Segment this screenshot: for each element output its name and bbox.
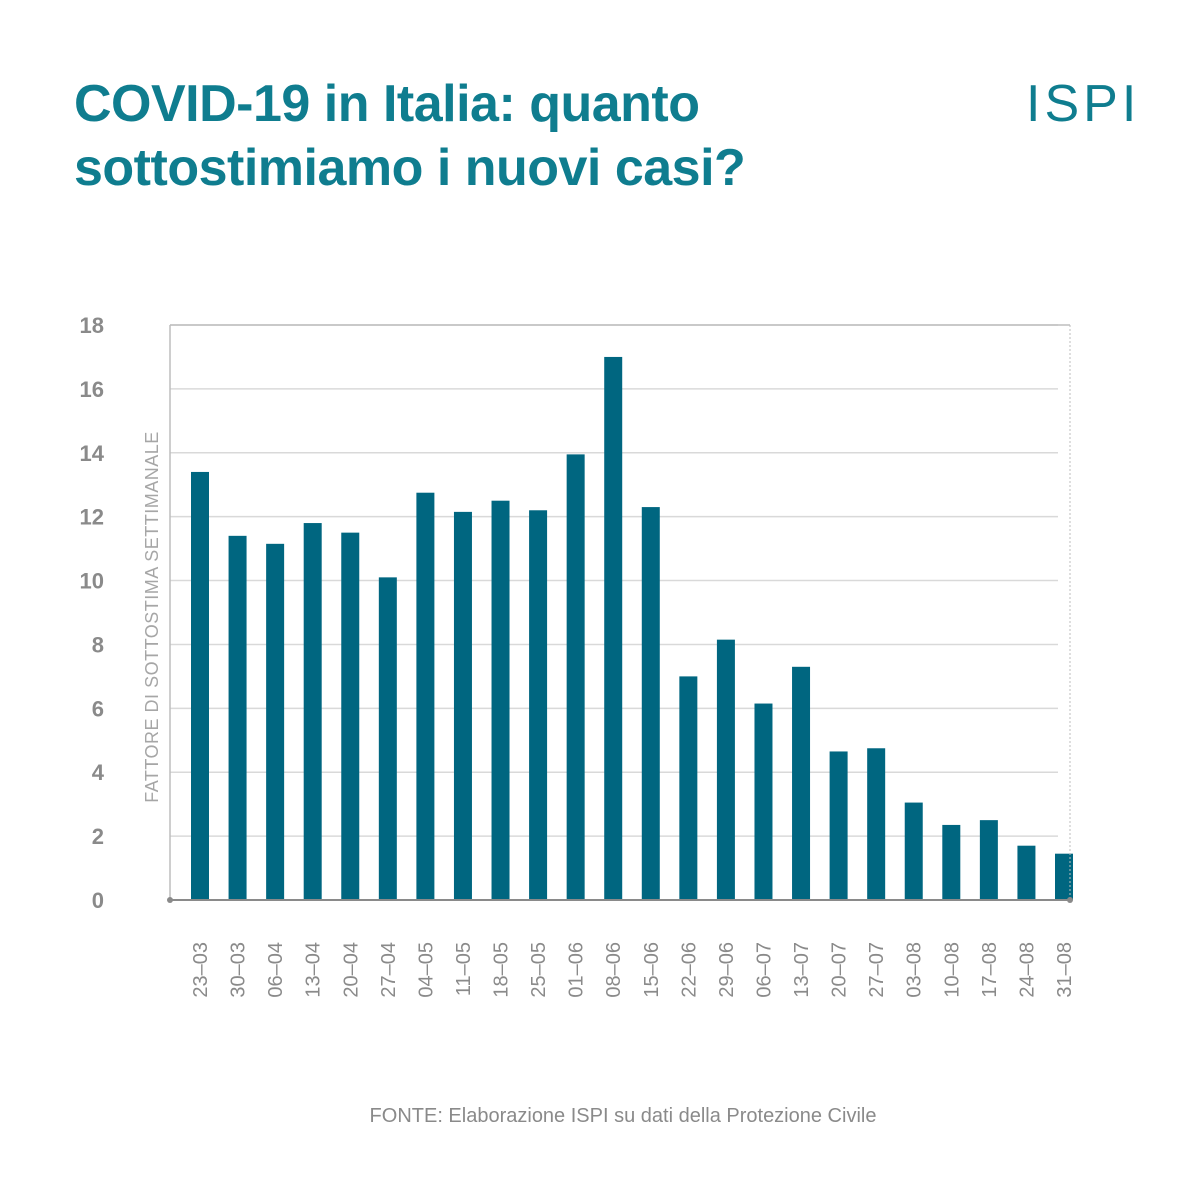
- bar: [453, 511, 472, 900]
- x-tick-label: 13–04: [303, 942, 325, 998]
- x-tick-label: 13–07: [791, 942, 813, 998]
- x-tick-label: 23–03: [190, 942, 212, 998]
- bar: [1055, 853, 1073, 900]
- x-tick-label: 29–06: [716, 942, 738, 998]
- y-tick-label: 18: [80, 313, 104, 338]
- x-tick-label: 03–08: [904, 942, 926, 998]
- y-tick-label: 12: [80, 505, 104, 530]
- y-tick-label: 10: [80, 569, 104, 594]
- x-tick-label: 04–05: [415, 942, 437, 998]
- x-tick-label: 22–06: [678, 942, 700, 998]
- x-tick-label: 06–07: [753, 942, 775, 998]
- bar: [303, 523, 322, 900]
- bar: [378, 577, 397, 900]
- x-tick-label: 08–06: [603, 942, 625, 998]
- bar: [716, 639, 735, 900]
- x-tick-label: 15–06: [641, 942, 663, 998]
- x-tick-label: 11–05: [453, 942, 475, 996]
- bar: [1017, 845, 1036, 900]
- title-line-2: sottostimiamo i nuovi casi?: [74, 139, 746, 197]
- axis-end-dot: [167, 897, 173, 903]
- bar: [979, 820, 998, 900]
- x-tick-labels: 23–03 30–03 06–04 13–04 20–04 27–04 04–05 11–05…: [190, 942, 1076, 998]
- y-axis-label: FATTORE DI SOTTOSTIMA SETTIMANALE: [142, 431, 162, 803]
- y-tick-labels: 0 2 4 6 8 10 12 14 16 18: [80, 313, 105, 913]
- bar: [679, 676, 698, 900]
- bar: [641, 507, 660, 900]
- y-tick-label: 8: [92, 632, 104, 657]
- bar: [754, 703, 773, 900]
- chart-title: COVID-19 in Italia: quanto sottostimiamo…: [74, 72, 974, 200]
- bar: [341, 532, 360, 900]
- bar: [529, 510, 548, 900]
- x-tick-label: 25–05: [528, 942, 550, 998]
- bar: [604, 356, 623, 900]
- bar: [228, 535, 247, 900]
- y-tick-label: 14: [80, 441, 105, 466]
- x-tick-label: 27–04: [378, 942, 400, 998]
- y-tick-label: 6: [92, 696, 104, 721]
- bars: [191, 356, 1073, 900]
- ispi-logo: ISPI: [1026, 75, 1141, 133]
- y-tick-label: 16: [80, 377, 104, 402]
- x-tick-label: 06–04: [265, 942, 287, 998]
- x-tick-label: 20–07: [829, 942, 851, 998]
- bar: [266, 543, 285, 900]
- bar: [829, 751, 848, 900]
- y-tick-label: 0: [92, 888, 104, 913]
- bar: [416, 492, 435, 900]
- bar: [566, 454, 585, 900]
- x-tick-label: 27–07: [866, 942, 888, 998]
- axes: [167, 324, 1073, 903]
- bar: [904, 802, 923, 900]
- x-tick-label: 18–05: [491, 942, 513, 998]
- x-tick-label: 31–08: [1054, 942, 1076, 998]
- bar: [191, 471, 209, 900]
- x-tick-label: 17–08: [979, 942, 1001, 998]
- y-tick-label: 4: [92, 760, 105, 785]
- axis-end-dot: [1067, 897, 1073, 903]
- bar-chart: 0 2 4 6 8 10 12 14 16 18 23–03 30–03 06–04 13–04 20–0…: [80, 313, 1076, 998]
- title-line-1: COVID-19 in Italia: quanto: [74, 75, 700, 133]
- bar: [491, 500, 510, 900]
- y-tick-label: 2: [92, 824, 104, 849]
- bar: [867, 748, 886, 900]
- x-tick-label: 01–06: [566, 942, 588, 998]
- source-note: FONTE: Elaborazione ISPI su dati della P…: [369, 1105, 877, 1127]
- x-tick-label: 20–04: [340, 942, 362, 998]
- bar: [942, 824, 961, 900]
- x-tick-label: 24–08: [1016, 942, 1038, 998]
- x-tick-label: 30–03: [228, 942, 250, 998]
- bar: [792, 666, 811, 900]
- x-tick-label: 10–08: [941, 942, 963, 998]
